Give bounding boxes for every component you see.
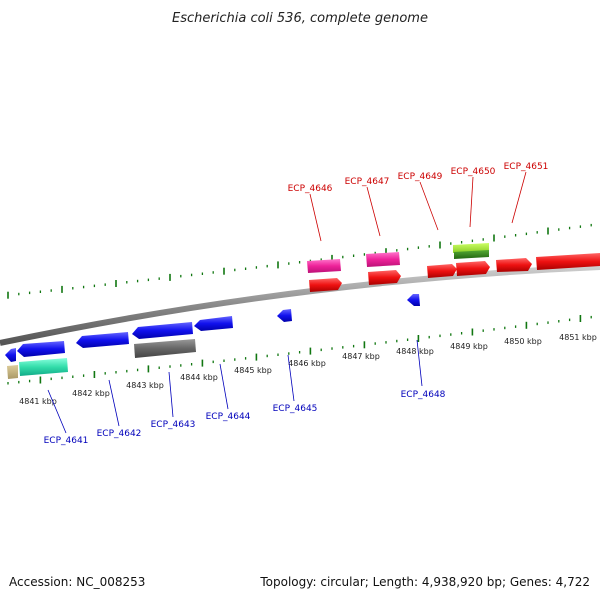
tick-label: 4848 kbp	[396, 347, 434, 356]
tick-label: 4844 kbp	[180, 373, 218, 382]
gene-feature-block	[19, 358, 68, 376]
gene-label-reverse: ECP_4648	[401, 390, 446, 400]
gene-arrow	[194, 316, 233, 331]
reverse-tick-row	[7, 315, 592, 385]
tick-label: 4849 kbp	[450, 342, 488, 351]
gene-label-forward: ECP_4646	[288, 184, 333, 194]
tick-label: 4850 kbp	[504, 337, 542, 346]
genome-summary-text: Topology: circular; Length: 4,938,920 bp…	[259, 575, 590, 589]
tick-label: 4851 kbp	[559, 333, 597, 342]
gene-label-reverse: ECP_4643	[151, 420, 196, 430]
tick-labels: 4841 kbp 4842 kbp 4843 kbp 4844 kbp 4845…	[19, 333, 597, 406]
gene-arrow	[456, 261, 490, 276]
gene-arrow	[368, 270, 401, 285]
gene-label-reverse: ECP_4642	[97, 429, 142, 439]
reverse-gene-labels: ECP_4641 ECP_4642 ECP_4643 ECP_4644 ECP_…	[44, 339, 446, 446]
gene-arrow	[307, 259, 341, 273]
label-leader-line	[108, 379, 120, 427]
gene-arrow	[277, 309, 292, 322]
gene-feature-block	[454, 250, 489, 259]
accession-text: Accession: NC_008253	[9, 575, 145, 589]
tick-label: 4841 kbp	[19, 397, 57, 406]
label-leader-line	[219, 363, 229, 410]
label-leader-line	[168, 371, 174, 418]
label-leader-line	[287, 354, 295, 402]
gene-feature-block	[134, 339, 196, 358]
genome-backbone	[0, 264, 600, 346]
tick-label: 4843 kbp	[126, 381, 164, 390]
tick-label: 4846 kbp	[288, 359, 326, 368]
gene-arrow	[132, 322, 193, 339]
gene-arrow	[309, 278, 342, 292]
gene-arrow	[407, 294, 420, 306]
label-leader-line	[416, 339, 423, 387]
tick-label: 4847 kbp	[342, 352, 380, 361]
label-leader-line	[511, 171, 527, 224]
gene-arrow	[76, 332, 129, 348]
map-title: Escherichia coli 536, complete genome	[172, 11, 428, 26]
gene-label-forward: ECP_4650	[451, 167, 496, 177]
label-leader-line	[366, 186, 381, 237]
gene-arrow	[366, 252, 400, 267]
label-leader-line	[419, 181, 439, 231]
gene-feature-block	[453, 243, 489, 253]
label-leader-line	[469, 176, 474, 228]
gene-arrow	[427, 264, 457, 278]
forward-gene-labels: ECP_4646 ECP_4647 ECP_4649 ECP_4650 ECP_…	[288, 162, 549, 242]
forward-features	[307, 243, 600, 292]
gene-arrow	[496, 258, 532, 272]
gene-arrow	[5, 348, 16, 362]
tick-label: 4845 kbp	[234, 366, 272, 375]
reverse-features	[5, 294, 420, 379]
gene-label-forward: ECP_4649	[398, 172, 443, 182]
gene-label-reverse: ECP_4644	[206, 412, 251, 422]
gene-arrow	[536, 253, 600, 270]
gene-label-forward: ECP_4647	[345, 177, 390, 187]
forward-tick-row	[7, 223, 592, 299]
gene-arrow	[17, 341, 65, 357]
gene-label-reverse: ECP_4645	[273, 404, 318, 414]
tick-label: 4842 kbp	[72, 389, 110, 398]
gene-feature-block	[7, 365, 18, 379]
gene-label-forward: ECP_4651	[504, 162, 549, 172]
gene-label-reverse: ECP_4641	[44, 436, 89, 446]
label-leader-line	[47, 389, 67, 434]
label-leader-line	[309, 193, 322, 242]
